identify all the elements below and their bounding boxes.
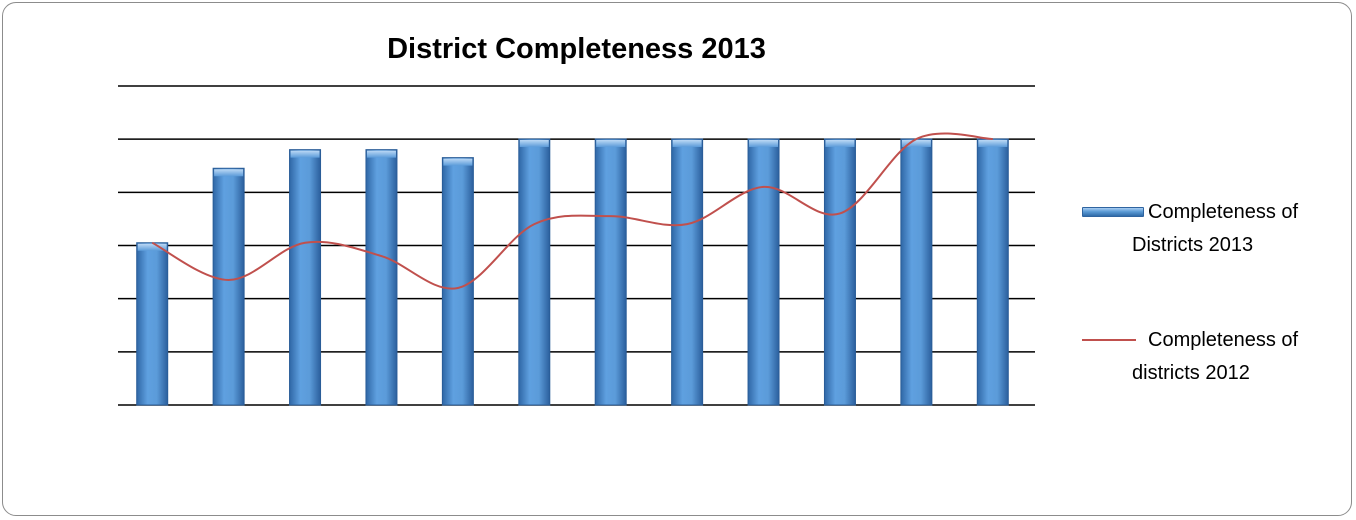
bars (136, 138, 1009, 406)
bar-cap (978, 140, 1008, 147)
bar (136, 242, 169, 406)
bar-cap (901, 140, 931, 147)
bar-body (441, 157, 474, 406)
bar-body (976, 138, 1009, 406)
bar (365, 149, 398, 406)
bar-cap (825, 140, 855, 147)
legend-bar-label: Completeness of Districts 2013 (1132, 196, 1340, 262)
bar (518, 138, 551, 406)
legend-line-label-line2: districts 2012 (1132, 362, 1250, 384)
bar-body (747, 138, 780, 406)
bar-body (900, 138, 933, 406)
bar-cap (443, 158, 473, 166)
legend-bar-label-line2: Districts 2013 (1132, 234, 1254, 256)
bar-cap (366, 150, 396, 158)
chart-title: District Completeness 2013 (387, 33, 766, 65)
line-series (151, 132, 993, 290)
bar-body (518, 138, 551, 406)
legend-line-label: Completeness of districts 2012 (1132, 324, 1340, 390)
bar (289, 149, 322, 406)
bar (594, 138, 627, 406)
bar-cap (672, 140, 702, 147)
bar-cap (137, 243, 167, 251)
bar (976, 138, 1009, 406)
bar (671, 138, 704, 406)
bar-cap (596, 140, 626, 147)
legend-line-label-line1: Completeness of (1148, 329, 1299, 351)
legend-bar-label-line1: Completeness of (1148, 201, 1299, 223)
bar-body (671, 138, 704, 406)
bar-body (365, 149, 398, 406)
bar-cap (519, 140, 549, 147)
legend-bar-swatch (1082, 207, 1144, 217)
bar (900, 138, 933, 406)
bar-body (212, 167, 245, 406)
bar (747, 138, 780, 406)
gridlines (118, 85, 1035, 406)
bar (441, 157, 474, 406)
bar-cap (214, 169, 244, 177)
bar-body (823, 138, 856, 406)
bar (212, 167, 245, 406)
line-series-path (151, 132, 993, 290)
legend-line-swatch (1082, 339, 1136, 341)
bar-body (594, 138, 627, 406)
bar-cap (749, 140, 779, 147)
bar-body (289, 149, 322, 406)
bar-body (136, 242, 169, 406)
bar (823, 138, 856, 406)
bar-cap (290, 150, 320, 158)
